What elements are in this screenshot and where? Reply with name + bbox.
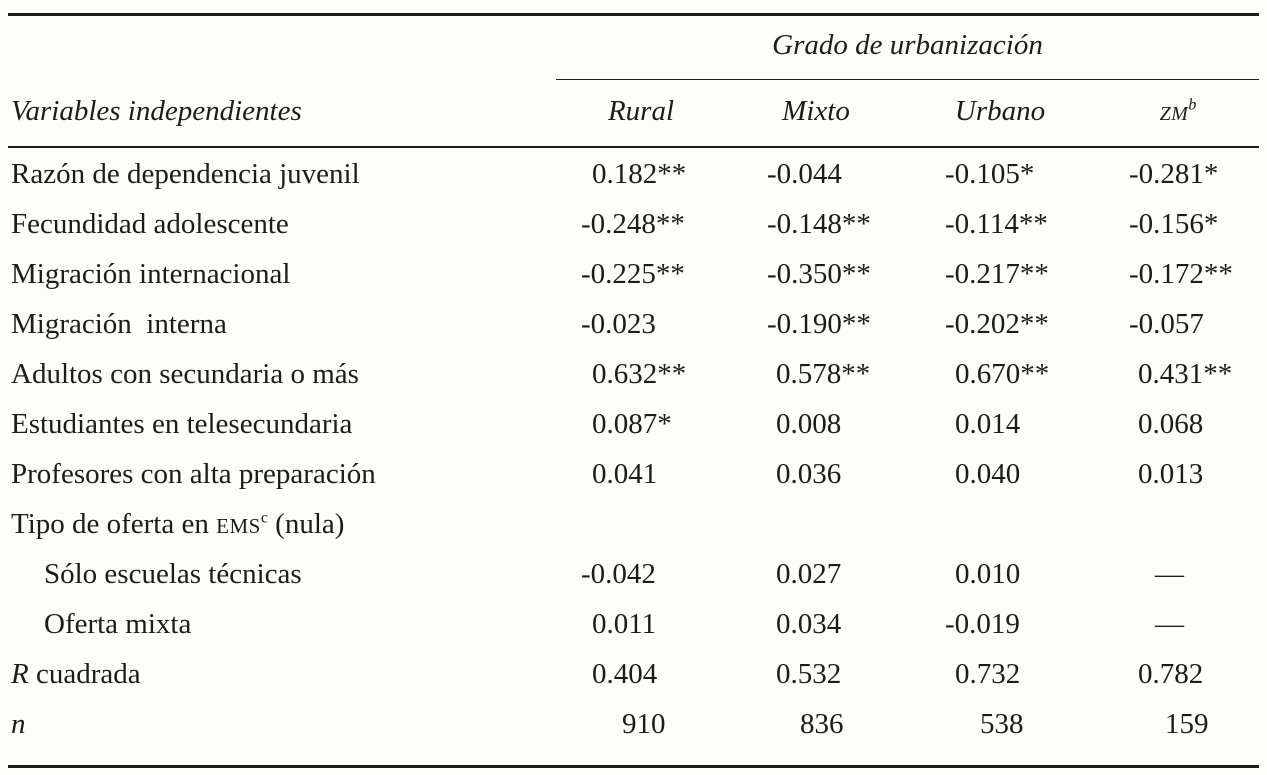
row-label: Migración interna	[11, 308, 227, 340]
table-cell: 159	[1165, 708, 1209, 740]
table-cell: -0.172**	[1129, 258, 1233, 290]
table-cell: -0.281*	[1129, 158, 1219, 190]
table-cell: 0.034	[776, 608, 842, 640]
table-cell: 0.027	[776, 558, 842, 590]
table-cell: -0.042	[581, 558, 656, 590]
column-header-zm: ZMb	[1159, 96, 1197, 125]
table-cell: 538	[980, 708, 1024, 740]
table-cell: 0.431**	[1138, 358, 1233, 390]
table-cell: 0.404	[592, 658, 658, 690]
table-cell: 0.041	[592, 458, 658, 490]
variables-header: Variables independientes	[11, 95, 302, 127]
table-cell: -0.202**	[945, 308, 1049, 340]
table-cell: -0.057	[1129, 308, 1204, 340]
row-label: Fecundidad adolescente	[11, 208, 289, 240]
table-cell: 0.013	[1138, 458, 1204, 490]
table-cell: -0.217**	[945, 258, 1049, 290]
table-cell: 910	[622, 708, 666, 740]
table-cell: -0.225**	[581, 258, 685, 290]
row-label: Sólo escuelas técnicas	[44, 558, 302, 590]
table-cell: 836	[800, 708, 844, 740]
table-cell: -0.019	[945, 608, 1020, 640]
table-cell: -0.148**	[767, 208, 871, 240]
group-rule	[556, 79, 1259, 80]
table-cell: 0.087*	[592, 408, 672, 440]
table-cell: -0.044	[767, 158, 842, 190]
row-label-n: n	[11, 708, 26, 740]
table-cell: 0.036	[776, 458, 842, 490]
table-cell: —	[1155, 558, 1184, 590]
table-cell: 0.040	[955, 458, 1021, 490]
table-cell: 0.011	[592, 608, 657, 640]
table-cell: 0.732	[955, 658, 1021, 690]
row-label: Oferta mixta	[44, 608, 192, 640]
header-rule	[8, 146, 1259, 148]
column-header-mixto: Mixto	[782, 95, 850, 127]
table-cell: -0.105*	[945, 158, 1035, 190]
group-title: Grado de urbanización	[772, 29, 1043, 61]
table-cell: 0.068	[1138, 408, 1204, 440]
table-cell: -0.156*	[1129, 208, 1219, 240]
table-cell: 0.182**	[592, 158, 687, 190]
table-cell: -0.023	[581, 308, 656, 340]
table-cell: 0.532	[776, 658, 842, 690]
table-cell: -0.114**	[945, 208, 1048, 240]
column-header-urbano: Urbano	[954, 95, 1046, 127]
table-cell: -0.350**	[767, 258, 871, 290]
table-cell: -0.190**	[767, 308, 871, 340]
row-label: Profesores con alta preparación	[11, 458, 376, 490]
row-label: Migración internacional	[11, 258, 291, 290]
table-cell: 0.010	[955, 558, 1021, 590]
row-label: Estudiantes en telesecundaria	[11, 408, 353, 440]
column-header-rural: Rural	[607, 95, 675, 127]
table-cell: 0.670**	[955, 358, 1050, 390]
row-label: Razón de dependencia juvenil	[11, 158, 360, 190]
row-label: Adultos con secundaria o más	[11, 358, 359, 390]
row-label-r-cuadrada: R cuadrada	[11, 658, 141, 690]
section-label-oferta-ems: Tipo de oferta en EMSc (nula)	[11, 508, 345, 540]
table-cell: 0.782	[1138, 658, 1204, 690]
table-cell: 0.632**	[592, 358, 687, 390]
table-bottom-rule	[8, 765, 1259, 768]
table-cell: 0.578**	[776, 358, 871, 390]
table-cell: 0.014	[955, 408, 1021, 440]
table-top-rule	[8, 13, 1259, 16]
table-cell: -0.248**	[581, 208, 685, 240]
table-cell: 0.008	[776, 408, 842, 440]
table-cell: —	[1155, 608, 1184, 640]
